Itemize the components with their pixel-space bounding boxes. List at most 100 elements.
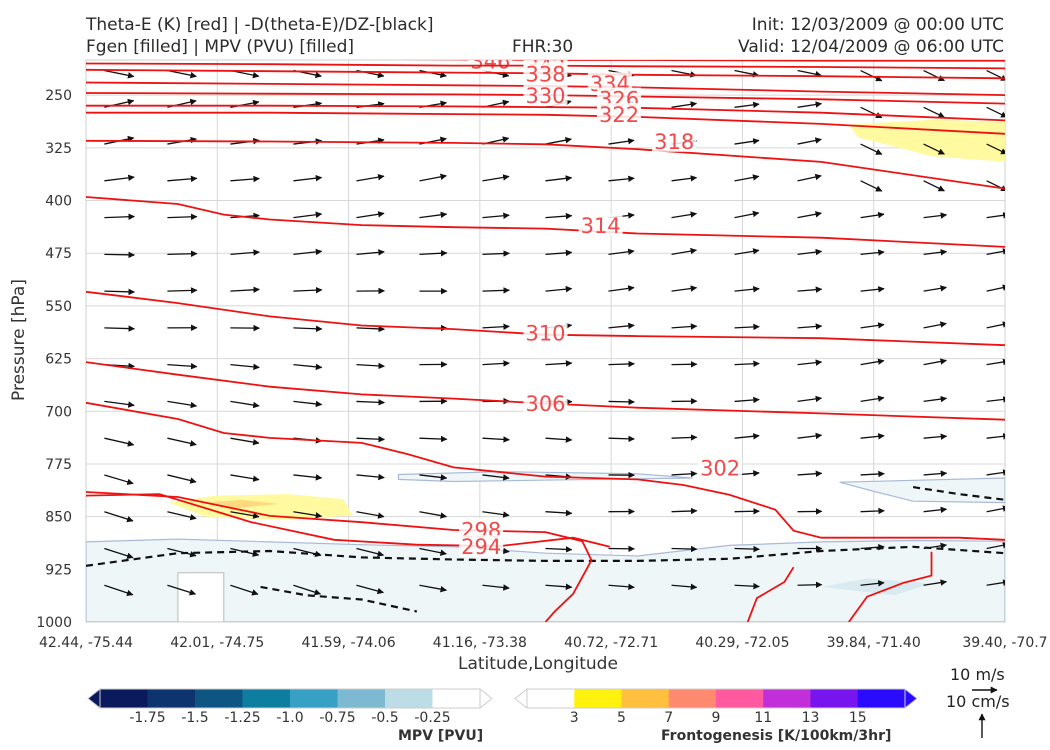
theta-e-contour-310 [86,290,1005,347]
wind-vector [293,400,323,408]
y-tick-label: 925 [45,562,72,578]
x-axis-label: Latitude,Longitude [458,654,618,674]
wind-vector [986,106,1005,118]
wind-vector [860,211,885,219]
theta-e-label-bg [523,84,568,107]
wind-vector [545,285,573,293]
y-tick-label: 400 [45,194,72,210]
wind-vector [545,583,573,590]
theta-e-contour-branch [746,566,795,622]
wind-vector [293,363,323,371]
forecast-hour: FHR:30 [512,37,574,57]
wind-vector [293,474,323,481]
wind-vector [356,325,385,333]
wind-vector [419,173,447,182]
wind-vector [230,175,260,183]
wind-vector [104,400,135,408]
wind-vector [104,474,134,485]
wind-vector [356,249,385,256]
wind-vector [860,580,885,587]
wind-vector [104,511,134,523]
wind-vector [104,174,135,182]
wind-vector [167,175,198,183]
theta-e-label-302: 302 [700,456,740,480]
wind-vector [356,435,385,443]
wind-vector [167,250,198,258]
theta-e-label-bg [698,456,743,479]
fgen-colorbar-tick: 13 [802,710,820,726]
theta-e-contour-318 [86,139,1005,190]
wind-vector [545,136,572,145]
wind-vector [167,474,197,484]
wind-vector [860,322,885,329]
mpv-colorbar-right-arrow [479,688,493,709]
wind-vector [923,433,948,440]
fgen-colorbar-segment [527,689,575,708]
wind-vector [734,248,760,255]
wind-vector [797,286,823,293]
y-tick-labels: 250 325 400 475 550 625 700 775 850 925 1000 [36,88,72,631]
wind-vector [482,212,510,219]
mpv-colorbar-tick: -1.5 [181,710,208,726]
theta-e-label-322: 322 [599,103,639,127]
wind-vector [860,249,885,256]
fgen-colorbar-segment [716,689,764,708]
theta-e-label-314: 314 [581,214,621,238]
x-tick-labels: 42.44, -75.44 42.01, -74.75 41.59, -74.06 4… [39,635,1048,651]
wind-vector [104,288,136,296]
fgen-colorbar-label: Frontogenesis [K/100km/3hr] [661,728,892,744]
fgen-colorbar-left-arrow [514,688,528,709]
fgen-colorbar-segment [668,689,717,708]
wind-vector [419,584,447,593]
theta-e-label-bg [578,214,623,237]
wind-vector [608,435,635,443]
wind-vector [482,436,510,443]
mpv-colorbar-tick: -1.0 [276,710,303,726]
terrain-box [177,572,225,622]
wind-vector [104,213,136,220]
theta-e-label-330: 330 [525,84,565,108]
x-tick-label: 42.01, -74.75 [170,635,264,651]
wind-vector [104,547,134,559]
wind-vector [797,395,823,403]
x-tick-label: 41.16, -73.38 [433,635,527,651]
mpv-colorbar-segment [195,689,243,708]
wind-vector [734,545,760,553]
wind-vector [545,249,573,257]
wind-vector [608,248,635,256]
wind-vector [860,69,883,82]
wind-vector [230,437,260,446]
mpv-colorbar-tick: -0.75 [319,710,355,726]
wind-vector [734,360,760,368]
wind-vector [986,469,1005,476]
plot-title-line1: Theta-E (K) [red] | -D(theta-E)/DZ-[blac… [86,15,434,35]
theta-e-contour-302 [86,401,1005,541]
wind-vector [167,213,198,221]
x-tick-label: 39.40, -70.7 [962,635,1047,651]
theta-e-label-bg [523,391,568,414]
mpv-colorbar-segment [290,689,338,708]
fgen-colorbar-tick: 11 [754,710,772,726]
wind-vector [986,579,1005,586]
wind-vector [671,101,698,108]
theta-e-contour-294 [86,493,611,548]
y-tick-label: 775 [45,457,72,473]
fgen-colorbar-segment [763,689,811,708]
dthetae-dz-dashed-line [912,486,1005,501]
theta-e-label-bg [459,518,504,541]
x-tick-label: 40.72, -72.71 [564,635,658,651]
wind-vector [293,174,323,182]
theta-e-label-bg [523,321,568,344]
wind-vector [860,143,883,155]
y-tick-label: 1000 [36,615,72,631]
wind-vector [734,286,760,293]
wind-vector [671,545,698,553]
wind-vector [671,470,698,478]
wind-vector [230,474,260,482]
mpv-colorbar-tick: -0.5 [371,710,398,726]
theta-e-contour-306 [86,361,1005,421]
theta-e-label-bg [597,103,642,126]
wind-vector [167,400,198,409]
fgen-colorbar-tick: 7 [664,710,673,726]
